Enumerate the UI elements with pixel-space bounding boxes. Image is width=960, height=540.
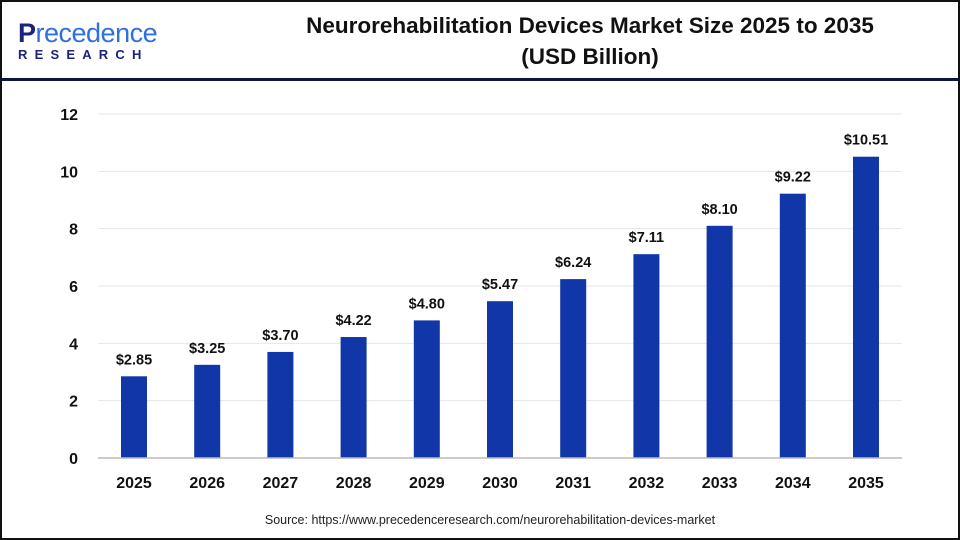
y-tick-label: 8	[69, 222, 78, 239]
chart-title: Neurorehabilitation Devices Market Size …	[200, 10, 960, 72]
data-label: $6.24	[555, 255, 591, 271]
y-tick-label: 12	[60, 107, 78, 124]
x-tick-label: 2027	[263, 475, 299, 492]
logo-word: recedence	[35, 18, 158, 48]
header-divider	[2, 78, 958, 81]
y-tick-label: 2	[69, 394, 78, 411]
data-label: $3.70	[262, 328, 298, 344]
bar	[340, 337, 367, 458]
data-label: $3.25	[189, 341, 225, 357]
data-label: $9.22	[775, 170, 811, 186]
bar	[413, 320, 440, 458]
x-tick-label: 2029	[409, 475, 445, 492]
x-tick-label: 2031	[555, 475, 591, 492]
data-label: $2.85	[116, 352, 152, 368]
x-tick-label: 2025	[116, 475, 152, 492]
bar	[487, 301, 513, 458]
x-tick-label: 2032	[629, 475, 665, 492]
subtitle-line: (USD Billion)	[521, 44, 659, 69]
y-tick-label: 4	[69, 336, 78, 353]
x-tick-label: 2033	[702, 475, 738, 492]
bar	[194, 364, 221, 458]
data-label: $10.51	[844, 133, 888, 149]
bar	[853, 156, 879, 459]
y-tick-label: 10	[60, 164, 78, 181]
data-label: $8.10	[701, 202, 737, 218]
data-label: $4.22	[335, 313, 371, 329]
bar	[267, 351, 294, 458]
x-tick-label: 2030	[482, 475, 518, 492]
precedence-research-logo: Precedence RESEARCH	[18, 18, 158, 63]
x-tick-label: 2026	[189, 475, 225, 492]
bar	[633, 254, 660, 458]
x-tick-label: 2028	[336, 475, 372, 492]
data-label: $4.80	[409, 296, 445, 312]
source-text: Source: https://www.precedenceresearch.c…	[264, 513, 716, 527]
x-tick-label: 2034	[775, 475, 811, 492]
y-tick-label: 6	[69, 279, 78, 296]
bar	[560, 279, 587, 458]
logo-initial: P	[18, 18, 36, 48]
y-tick-label: 0	[69, 451, 78, 468]
data-label: $7.11	[629, 230, 665, 246]
bar	[779, 193, 806, 458]
title-line: Neurorehabilitation Devices Market Size …	[306, 13, 874, 38]
bar	[706, 225, 733, 458]
logo-subword: RESEARCH	[18, 47, 149, 62]
x-tick-label: 2035	[848, 475, 884, 492]
data-label: $5.47	[482, 277, 518, 293]
bar	[121, 376, 147, 458]
